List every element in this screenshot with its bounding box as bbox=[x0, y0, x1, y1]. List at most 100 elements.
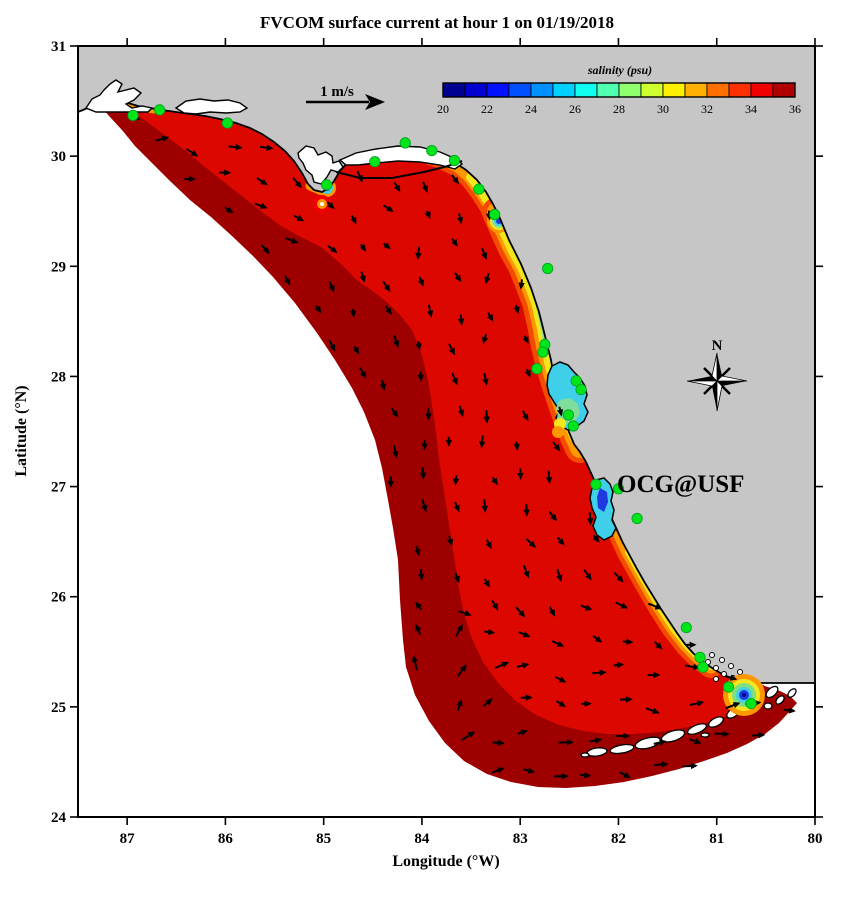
colorbar-tick-label: 32 bbox=[701, 102, 713, 116]
current-vector-head bbox=[386, 205, 394, 212]
current-vector-head bbox=[393, 184, 401, 193]
current-vector-head bbox=[415, 252, 422, 261]
current-vector-head bbox=[262, 246, 270, 255]
colorbar-tick-label: 30 bbox=[657, 102, 669, 116]
river-marker-dot bbox=[531, 363, 543, 375]
current-vector-head bbox=[481, 505, 489, 513]
river-marker-dot bbox=[745, 697, 757, 710]
current-vector-head bbox=[653, 671, 661, 679]
current-vector-head bbox=[379, 383, 387, 391]
current-vector-head bbox=[482, 378, 489, 386]
colorbar-segment bbox=[574, 82, 598, 98]
river-marker-dot bbox=[722, 681, 735, 693]
current-vector-head bbox=[594, 737, 603, 744]
current-vector-head bbox=[457, 318, 465, 326]
current-vector-head bbox=[527, 767, 536, 774]
current-vector-head bbox=[758, 732, 766, 739]
x-axis-label: Longitude (°W) bbox=[392, 853, 499, 870]
current-vector-head bbox=[557, 538, 565, 546]
y-tick-label: 30 bbox=[51, 149, 66, 165]
current-vector-head bbox=[566, 739, 574, 746]
current-vector-head bbox=[522, 336, 529, 344]
coastal-bay bbox=[174, 98, 249, 115]
current-vector-head bbox=[654, 603, 663, 610]
current-vector-head bbox=[517, 472, 524, 481]
colorbar-tick-label: 20 bbox=[437, 102, 449, 116]
colorbar-segment bbox=[684, 82, 708, 98]
current-vector-head bbox=[225, 206, 234, 214]
current-vector-head bbox=[329, 343, 336, 352]
current-vector-head bbox=[525, 694, 533, 701]
river-markers bbox=[127, 104, 757, 710]
current-vector-head bbox=[421, 504, 428, 513]
colorbar-segment bbox=[662, 82, 686, 98]
charlotte-harbor-inner bbox=[597, 488, 608, 512]
current-vector-head bbox=[359, 371, 367, 379]
current-vector-head bbox=[467, 731, 476, 738]
x-tick-label: 84 bbox=[414, 831, 430, 847]
colorbar-segment bbox=[508, 82, 532, 98]
compass-rose: N bbox=[686, 338, 748, 412]
keys-island bbox=[580, 752, 590, 758]
mangrove-islet bbox=[728, 663, 734, 669]
mangrove-islet bbox=[713, 676, 719, 682]
current-vector-head bbox=[464, 610, 472, 617]
current-vector-head bbox=[452, 478, 460, 486]
current-vector-head bbox=[523, 509, 530, 517]
current-vector-head bbox=[459, 664, 467, 672]
river-marker-dot bbox=[542, 262, 554, 275]
current-vector-head bbox=[584, 604, 593, 611]
current-vector-head bbox=[481, 252, 488, 260]
colorbar-segment bbox=[640, 82, 664, 98]
river-marker-dot bbox=[537, 346, 549, 358]
y-tick-label: 25 bbox=[51, 700, 66, 716]
current-vector-head bbox=[587, 518, 594, 526]
current-vector-head bbox=[445, 439, 453, 447]
colorbar-segment bbox=[706, 82, 730, 98]
current-vector-head bbox=[391, 410, 399, 418]
y-tick-label: 31 bbox=[51, 39, 66, 55]
current-vector-head bbox=[456, 699, 463, 707]
colorbar-segment bbox=[552, 82, 576, 98]
y-tick-label: 27 bbox=[51, 480, 67, 496]
current-vector-head bbox=[594, 635, 603, 643]
current-vector-head bbox=[188, 175, 196, 183]
current-vector-head bbox=[513, 306, 520, 314]
current-vector-head bbox=[415, 623, 422, 632]
current-vector-head bbox=[558, 676, 567, 683]
keys-island bbox=[660, 729, 686, 743]
current-vector-head bbox=[592, 535, 600, 543]
current-vector-head bbox=[556, 408, 564, 417]
colorbar-segment bbox=[530, 82, 554, 98]
current-vector-head bbox=[616, 575, 624, 583]
keys-island bbox=[708, 716, 724, 728]
current-vector-head bbox=[383, 242, 391, 250]
current-vector-head bbox=[528, 540, 537, 548]
current-vector-head bbox=[457, 409, 465, 417]
compass-star-white-halves bbox=[686, 352, 748, 412]
colorbar-segment bbox=[486, 82, 510, 98]
river-marker-dot bbox=[567, 420, 579, 432]
current-vector-head bbox=[421, 185, 428, 193]
current-vector-head bbox=[518, 282, 525, 290]
current-vector-head bbox=[190, 150, 199, 157]
river-marker-dot bbox=[127, 109, 139, 122]
current-vector-head bbox=[549, 609, 556, 617]
keys-island bbox=[765, 685, 779, 699]
current-vector-head bbox=[659, 739, 667, 746]
current-vector-head bbox=[661, 761, 669, 768]
current-vector-head bbox=[556, 640, 565, 647]
current-vector-head bbox=[491, 477, 498, 486]
current-vector-head bbox=[359, 244, 367, 252]
barrier-island-chain bbox=[335, 160, 463, 179]
salinity-34-35-region bbox=[110, 99, 764, 734]
current-vector-head bbox=[732, 702, 741, 709]
current-vector-head bbox=[417, 279, 424, 287]
current-vector-head bbox=[722, 730, 730, 738]
current-vector-head bbox=[652, 707, 660, 714]
current-vector-head bbox=[454, 274, 462, 283]
current-vector-head bbox=[328, 284, 335, 293]
river-marker-dot bbox=[473, 183, 485, 195]
current-vector-head bbox=[296, 215, 305, 222]
current-vector-head bbox=[585, 572, 592, 581]
